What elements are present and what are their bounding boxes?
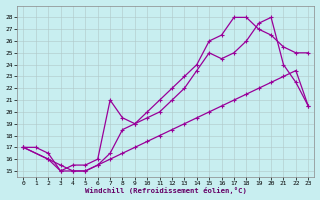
X-axis label: Windchill (Refroidissement éolien,°C): Windchill (Refroidissement éolien,°C) <box>85 187 247 194</box>
